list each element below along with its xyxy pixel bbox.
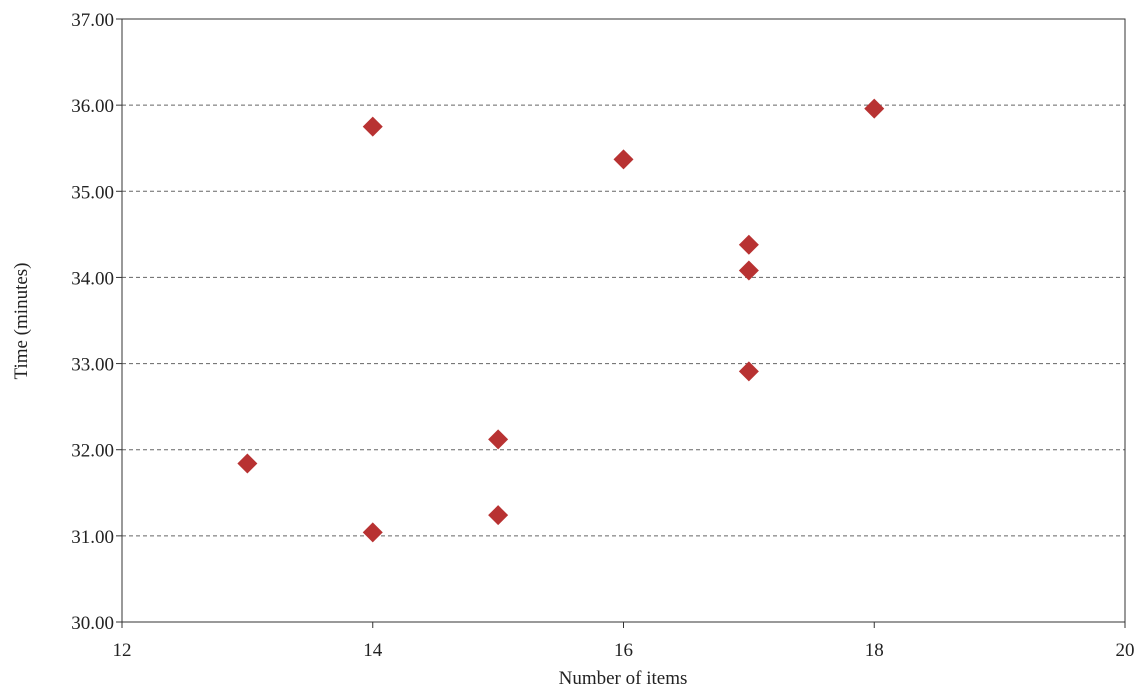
data-point <box>864 98 885 119</box>
data-point <box>237 453 258 474</box>
y-tick-label: 36.00 <box>71 96 114 117</box>
x-axis-title: Number of items <box>559 668 688 689</box>
x-tick-label: 12 <box>113 640 132 661</box>
x-tick-label: 18 <box>865 640 884 661</box>
data-point <box>362 522 383 543</box>
data-point <box>488 429 509 450</box>
y-tick-label: 35.00 <box>71 182 114 203</box>
x-axis-ticks: 12 14 16 18 20 <box>113 622 1135 661</box>
data-point <box>738 361 759 382</box>
y-tick-label: 31.00 <box>71 527 114 548</box>
data-points <box>237 98 885 543</box>
data-point <box>613 149 634 170</box>
data-point <box>362 116 383 137</box>
y-tick-label: 32.00 <box>71 441 114 462</box>
y-tick-label: 30.00 <box>71 613 114 634</box>
data-point <box>488 505 509 526</box>
grid-lines <box>122 104 1125 537</box>
y-tick-label: 33.00 <box>71 355 114 376</box>
data-point <box>738 260 759 281</box>
x-tick-label: 20 <box>1116 640 1135 661</box>
y-tick-label: 34.00 <box>71 268 114 289</box>
data-point <box>738 234 759 255</box>
x-tick-label: 16 <box>614 640 633 661</box>
x-tick-label: 14 <box>363 640 383 661</box>
y-tick-label: 37.00 <box>71 10 114 31</box>
y-axis-title: Time (minutes) <box>11 263 32 380</box>
y-axis-ticks: 30.00 31.00 32.00 33.00 34.00 35.00 36.00 37.00 <box>71 10 122 634</box>
plot-area-border <box>121 18 1126 623</box>
